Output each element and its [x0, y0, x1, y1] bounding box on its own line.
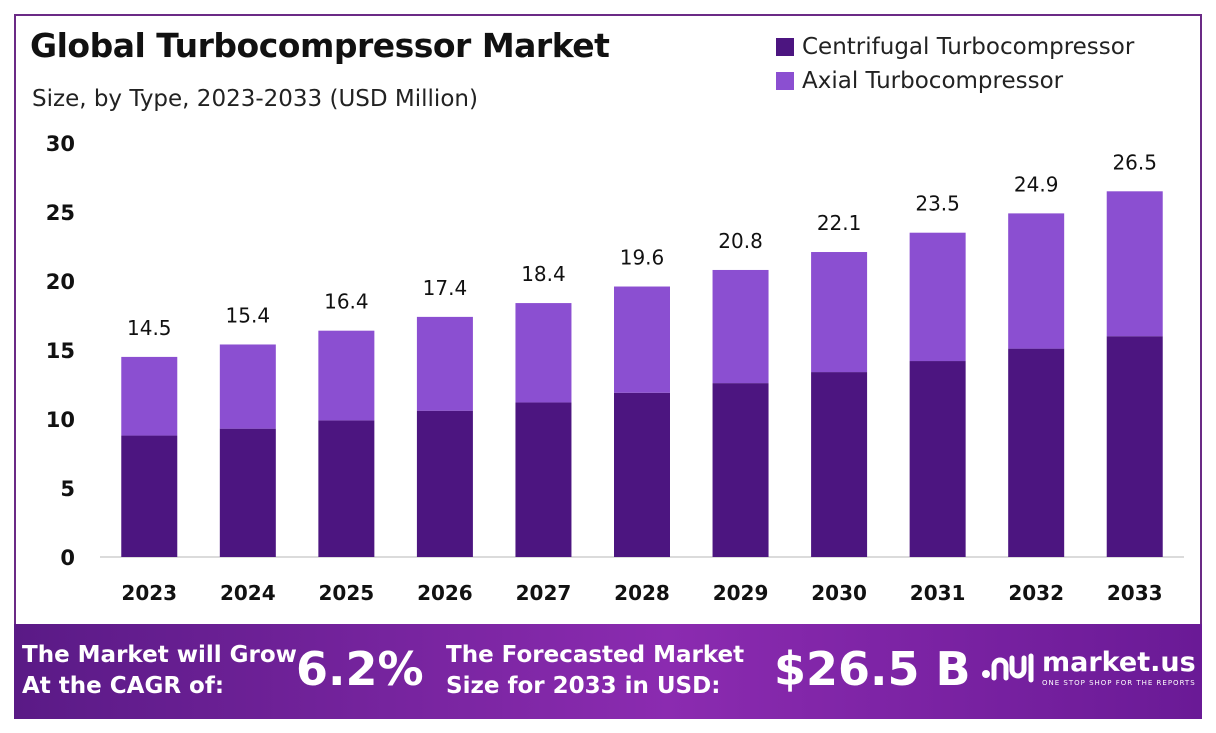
- market-us-logo: market.us ONE STOP SHOP FOR THE REPORTS: [980, 648, 1196, 688]
- brand-name: market.us: [1042, 647, 1196, 678]
- y-tick-label: 30: [46, 132, 75, 156]
- bar-segment-axial: [515, 303, 572, 403]
- chart-title: Global Turbocompressor Market: [30, 26, 610, 65]
- chart-frame: [14, 14, 1202, 719]
- y-tick-label: 20: [46, 270, 75, 294]
- bar-segment-axial: [811, 252, 868, 373]
- bar-segment-axial: [712, 269, 769, 384]
- bar-segment-centrifugal: [416, 410, 473, 557]
- x-tick-label: 2026: [417, 581, 473, 605]
- bar-segment-axial: [416, 316, 473, 411]
- bar-total-label: 24.9: [1014, 172, 1059, 196]
- bar-total-label: 23.5: [915, 192, 960, 216]
- bar-segment-centrifugal: [712, 383, 769, 557]
- bar-total-label: 20.8: [718, 229, 763, 253]
- bar-segment-axial: [219, 344, 276, 429]
- bar-segment-centrifugal: [614, 392, 670, 557]
- forecast-value: $26.5 B: [774, 642, 971, 696]
- bar-total-label: 26.5: [1112, 150, 1157, 174]
- x-tick-label: 2032: [1008, 581, 1064, 605]
- bar-total-label: 22.1: [817, 211, 862, 235]
- bar-segment-axial: [909, 232, 966, 362]
- bar-segment-centrifugal: [318, 420, 375, 557]
- forecast-label-line-1: The Forecasted Market: [446, 642, 745, 668]
- bar-segment-axial: [1008, 213, 1065, 349]
- x-tick-label: 2024: [220, 581, 276, 605]
- bar-segment-centrifugal: [1106, 336, 1163, 557]
- x-tick-label: 2025: [319, 581, 375, 605]
- legend-swatch-axial: [776, 72, 794, 90]
- bar-segment-centrifugal: [121, 435, 178, 557]
- bar-segment-axial: [1106, 191, 1163, 337]
- y-tick-label: 10: [46, 408, 75, 432]
- bar-total-label: 17.4: [423, 276, 468, 300]
- bar-total-label: 15.4: [226, 303, 271, 327]
- x-tick-label: 2029: [713, 581, 769, 605]
- bar-segment-axial: [121, 356, 178, 436]
- bar-segment-axial: [318, 330, 375, 421]
- legend-item-centrifugal: Centrifugal Turbocompressor: [776, 30, 1134, 64]
- x-tick-label: 2033: [1107, 581, 1163, 605]
- x-tick-label: 2027: [516, 581, 572, 605]
- cagr-value: 6.2%: [296, 642, 424, 696]
- brand-tagline: ONE STOP SHOP FOR THE REPORTS: [1042, 679, 1196, 687]
- cagr-label: The Market will Grow At the CAGR of:: [22, 640, 297, 702]
- legend: Centrifugal Turbocompressor Axial Turboc…: [776, 30, 1134, 98]
- x-tick-label: 2023: [121, 581, 177, 605]
- bar-total-label: 16.4: [324, 290, 369, 314]
- bar-total-label: 14.5: [127, 316, 172, 340]
- bar-segment-centrifugal: [811, 372, 868, 557]
- bar-total-label: 19.6: [620, 246, 665, 270]
- bar-segment-centrifugal: [909, 361, 966, 557]
- bar-segment-centrifugal: [515, 402, 572, 557]
- y-tick-label: 25: [46, 201, 75, 225]
- chart-subtitle: Size, by Type, 2023-2033 (USD Million): [32, 86, 478, 112]
- x-tick-label: 2028: [614, 581, 670, 605]
- y-tick-label: 0: [60, 546, 75, 570]
- legend-label-axial: Axial Turbocompressor: [802, 68, 1064, 94]
- legend-label-centrifugal: Centrifugal Turbocompressor: [802, 34, 1135, 60]
- x-tick-label: 2031: [910, 581, 966, 605]
- legend-swatch-centrifugal: [776, 38, 794, 56]
- footer-banner: The Market will Grow At the CAGR of: 6.2…: [14, 624, 1202, 719]
- bar-segment-axial: [614, 286, 670, 393]
- bar-segment-centrifugal: [219, 428, 276, 557]
- bar-segment-centrifugal: [1008, 348, 1065, 557]
- y-tick-label: 5: [60, 477, 75, 501]
- cagr-label-line-2: At the CAGR of:: [22, 673, 225, 699]
- y-tick-label: 15: [46, 339, 75, 363]
- forecast-label-line-2: Size for 2033 in USD:: [446, 673, 721, 699]
- forecast-label: The Forecasted Market Size for 2033 in U…: [446, 640, 744, 702]
- legend-item-axial: Axial Turbocompressor: [776, 64, 1134, 98]
- cagr-label-line-1: The Market will Grow: [22, 642, 297, 668]
- x-tick-label: 2030: [811, 581, 867, 605]
- bar-chart: 05101520253014.5202315.4202416.4202517.4…: [46, 132, 1184, 605]
- bar-total-label: 18.4: [521, 262, 566, 286]
- market-us-logo-icon: [982, 653, 1034, 683]
